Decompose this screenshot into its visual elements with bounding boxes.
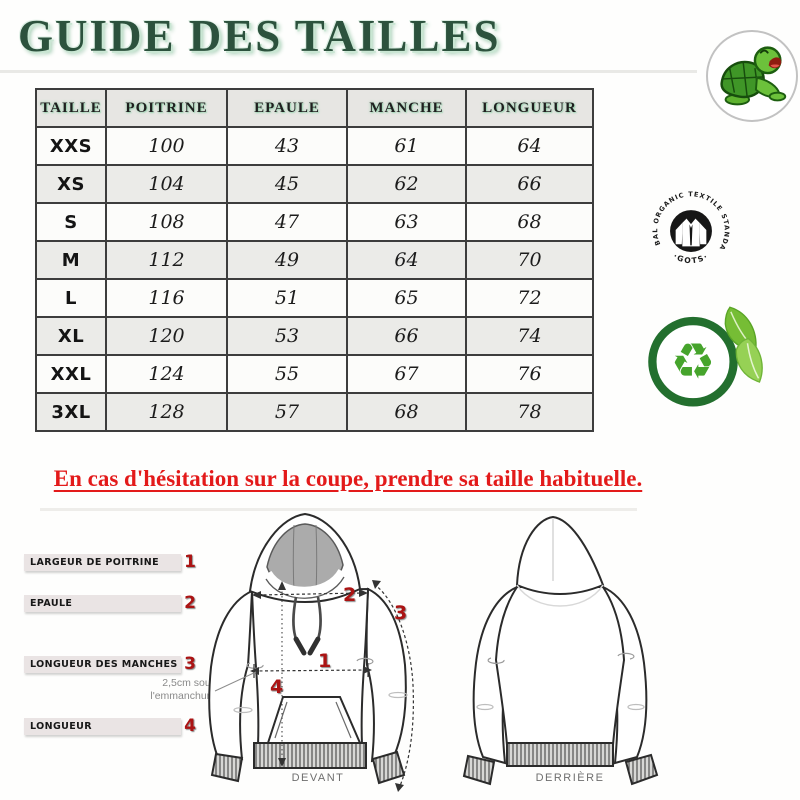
marker-length: 4 <box>270 676 284 698</box>
measure-label-chest-num: 1 <box>184 552 196 572</box>
size-label: XXL <box>35 354 107 394</box>
col-header-longueur: LONGUEUR <box>465 88 594 128</box>
longueur-value: 72 <box>465 278 594 318</box>
poitrine-value: 124 <box>105 354 228 394</box>
epaule-value: 45 <box>226 164 348 204</box>
marker-sleeve: 3 <box>394 602 408 624</box>
recycle-glyph: ♻ <box>671 332 716 390</box>
size-label: M <box>35 240 107 280</box>
table-row: XL 120 53 66 74 <box>35 316 594 356</box>
manche-value: 63 <box>346 202 467 242</box>
size-label: XS <box>35 164 107 204</box>
poitrine-value: 116 <box>105 278 228 318</box>
hoodie-front-diagram <box>208 512 414 792</box>
col-header-epaule: EPAULE <box>226 88 348 128</box>
epaule-value: 43 <box>226 126 348 166</box>
longueur-value: 78 <box>465 392 594 432</box>
hoodie-back-diagram <box>462 515 659 786</box>
table-row: S 108 47 63 68 <box>35 202 594 242</box>
col-header-poitrine: POITRINE <box>105 88 228 128</box>
note-divider <box>40 508 637 511</box>
fit-advice-note: En cas d'hésitation sur la coupe, prendr… <box>53 466 643 491</box>
poitrine-value: 100 <box>105 126 228 166</box>
page-title: GUIDE DES TAILLES <box>18 11 501 61</box>
size-table-header: TAILLE POITRINE EPAULE MANCHE LONGUEUR <box>35 88 594 128</box>
back-caption: DERRIÈRE <box>535 772 605 784</box>
measure-label-shoulder: EPAULE 2 <box>24 595 196 612</box>
measure-label-length-bar: LONGUEUR <box>24 718 182 735</box>
measure-label-length-num: 4 <box>184 716 196 736</box>
measure-label-sleeve-bar: LONGUEUR DES MANCHES <box>24 656 182 673</box>
poitrine-value: 104 <box>105 164 228 204</box>
poitrine-value: 120 <box>105 316 228 356</box>
armpit-note-line2: l'emmanchure <box>150 690 216 703</box>
poitrine-value: 128 <box>105 392 228 432</box>
table-row: XS 104 45 62 66 <box>35 164 594 204</box>
measure-label-chest-bar: LARGEUR DE POITRINE <box>24 554 182 571</box>
poitrine-value: 108 <box>105 202 228 242</box>
turtle-logo <box>706 30 798 122</box>
measure-label-shoulder-bar: EPAULE <box>24 595 182 612</box>
manche-value: 66 <box>346 316 467 356</box>
marker-shoulder: 2 <box>343 584 357 606</box>
recycle-leaves-icon: ♻ <box>648 306 763 407</box>
manche-value: 64 <box>346 240 467 280</box>
measure-label-chest: LARGEUR DE POITRINE 1 <box>24 554 196 571</box>
epaule-value: 49 <box>226 240 348 280</box>
epaule-value: 51 <box>226 278 348 318</box>
longueur-value: 68 <box>465 202 594 242</box>
longueur-value: 64 <box>465 126 594 166</box>
longueur-value: 74 <box>465 316 594 356</box>
title-divider <box>0 70 697 73</box>
armpit-note-line1: 2,5cm sous <box>162 677 216 689</box>
epaule-value: 47 <box>226 202 348 242</box>
size-label: XXS <box>35 126 107 166</box>
table-row: XXS 100 43 61 64 <box>35 126 594 166</box>
gots-logo: GLOBAL ORGANIC TEXTILE STANDARD ·GOTS· <box>642 178 737 276</box>
size-label: 3XL <box>35 392 107 432</box>
armpit-note: 2,5cm sous l'emmanchure <box>128 677 216 703</box>
gots-organic-textile-icon: GLOBAL ORGANIC TEXTILE STANDARD ·GOTS· <box>642 178 730 265</box>
poitrine-value: 112 <box>105 240 228 280</box>
table-row: XXL 124 55 67 76 <box>35 354 594 394</box>
size-label: XL <box>35 316 107 356</box>
marker-chest: 1 <box>318 650 332 672</box>
epaule-value: 55 <box>226 354 348 394</box>
turtle-icon <box>720 46 787 106</box>
size-table: TAILLE POITRINE EPAULE MANCHE LONGUEUR X… <box>35 88 594 432</box>
epaule-value: 53 <box>226 316 348 356</box>
measure-label-shoulder-num: 2 <box>184 593 196 613</box>
size-label: S <box>35 202 107 242</box>
size-label: L <box>35 278 107 318</box>
manche-value: 61 <box>346 126 467 166</box>
col-header-taille: TAILLE <box>35 88 107 128</box>
longueur-value: 66 <box>465 164 594 204</box>
measure-label-sleeve-num: 3 <box>184 654 196 674</box>
recycle-logo: ♻ <box>645 303 765 413</box>
manche-value: 67 <box>346 354 467 394</box>
manche-value: 65 <box>346 278 467 318</box>
epaule-value: 57 <box>226 392 348 432</box>
measure-label-length: LONGUEUR 4 <box>24 718 196 735</box>
table-row: L 116 51 65 72 <box>35 278 594 318</box>
front-caption: DEVANT <box>291 772 345 784</box>
table-row: 3XL 128 57 68 78 <box>35 392 594 432</box>
longueur-value: 70 <box>465 240 594 280</box>
longueur-value: 76 <box>465 354 594 394</box>
gots-bottom-text: ·GOTS· <box>672 251 709 265</box>
manche-value: 68 <box>346 392 467 432</box>
svg-text:·GOTS·: ·GOTS· <box>672 251 711 265</box>
col-header-manche: MANCHE <box>346 88 467 128</box>
table-row: M 112 49 64 70 <box>35 240 594 280</box>
measure-label-sleeve: LONGUEUR DES MANCHES 3 <box>24 656 196 673</box>
manche-value: 62 <box>346 164 467 204</box>
